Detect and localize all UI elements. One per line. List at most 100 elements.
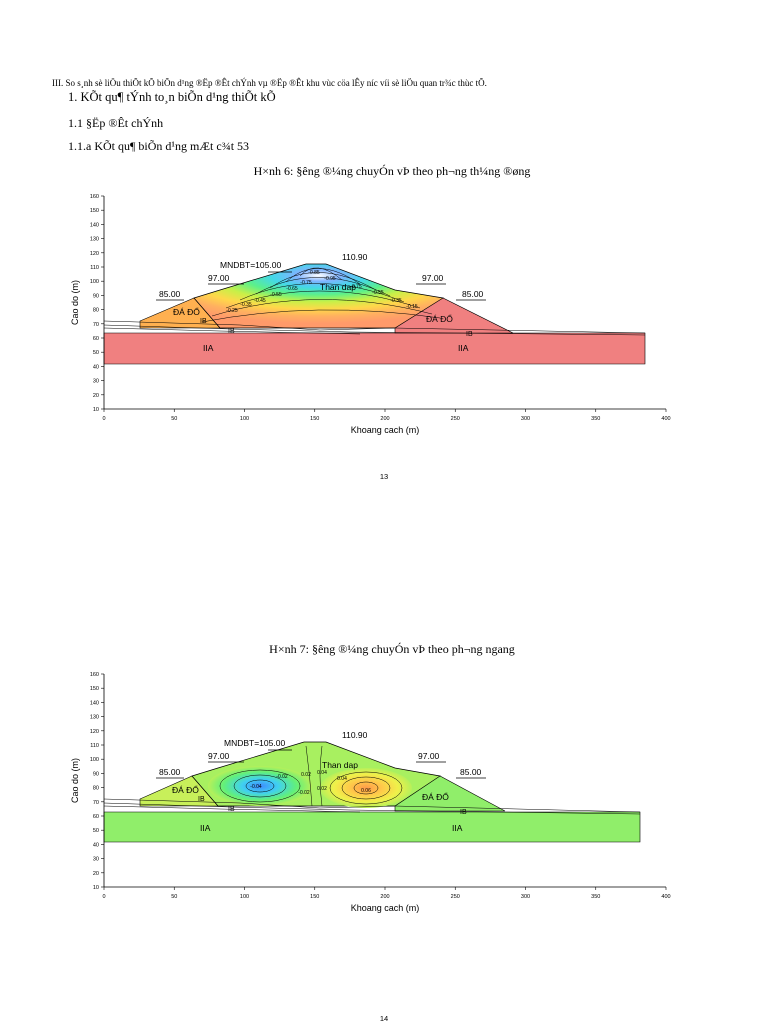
foundation-layer (103, 332, 646, 365)
figure-7-plot: 110.90 MNDBT=105.00 97.00 97.00 85.00 85… (70, 672, 671, 913)
label-ib-2: IB (228, 328, 235, 335)
contour-label: -0.65 (286, 286, 298, 292)
label-ib-1: IB (198, 796, 205, 803)
y-tick-label: 150 (90, 686, 99, 692)
x-tick-label: 50 (171, 894, 177, 900)
y-axis-label: Cao do (m) (70, 280, 80, 325)
contour-lines (219, 745, 403, 807)
page-number-13: 13 (379, 472, 389, 481)
contour-label: -0.75 (350, 284, 362, 290)
y-tick-label: 130 (90, 715, 99, 721)
contour-label: 0.02 (301, 772, 311, 778)
y-tick-label: 110 (90, 265, 99, 271)
contour-label: -0.55 (372, 290, 384, 296)
y-tick-label: 120 (90, 729, 99, 735)
heading-1-1-a: 1.1.a KÕt qu¶ biÕn d¹ng mÆt c¾t 53 (68, 139, 250, 153)
label-toe-left: 85.00 (159, 289, 181, 299)
x-tick-label: 300 (521, 894, 530, 900)
x-tick-label: 0 (102, 416, 105, 422)
foundation-layer (103, 811, 641, 843)
x-tick-label: 0 (102, 894, 105, 900)
contour-label: -0.02 (276, 774, 288, 780)
y-tick-label: 20 (93, 871, 99, 877)
y-tick-label: 100 (90, 279, 99, 285)
contour-label: -0.04 (250, 784, 262, 790)
x-tick-label: 250 (451, 416, 460, 422)
label-iia-left: IIA (200, 823, 211, 833)
heading-1-1: 1.1 §Ëp ®Êt chÝnh (68, 116, 164, 130)
label-core: Than dap (322, 760, 358, 770)
y-tick-label: 10 (93, 885, 99, 891)
label-berm-right: 97.00 (422, 273, 444, 283)
label-iia-left: IIA (203, 343, 214, 353)
x-axis-label: Khoang cach (m) (351, 903, 420, 913)
figure-6-caption: H×nh 6: §­êng ®¼ng chuyÓn vÞ theo ph­¬ng… (253, 164, 531, 178)
y-tick-label: 50 (93, 828, 99, 834)
x-tick-label: 300 (521, 416, 530, 422)
y-tick-label: 90 (93, 771, 99, 777)
axes: 0 50 100 150 200 250 300 350 400 10 20 30 40 50 60 70 80… (70, 672, 671, 913)
axes: 0 50 100 150 200 250 300 350 400 10 20 30 40 50 60 70 80… (70, 194, 671, 435)
y-tick-label: 120 (90, 251, 99, 257)
contour-label: 0.04 (317, 770, 327, 776)
page-number-14: 14 (379, 1014, 389, 1023)
y-tick-label: 90 (93, 293, 99, 299)
y-tick-label: 50 (93, 350, 99, 356)
label-rock-right: ĐÁ ĐỔ (426, 313, 453, 324)
label-crest: 110.90 (342, 730, 368, 740)
figure-7-caption: H×nh 7: §­êng ®¼ng chuyÓn vÞ theo ph­¬ng… (269, 642, 515, 656)
y-tick-label: 10 (93, 407, 99, 413)
y-tick-label: 70 (93, 800, 99, 806)
contour-label: -0.55 (270, 292, 282, 298)
label-rock-right: ĐÁ ĐỔ (422, 791, 449, 802)
contour-label: 0.06 (361, 788, 371, 794)
label-ib-2: IB (228, 806, 235, 813)
y-tick-label: 60 (93, 336, 99, 342)
y-tick-label: 60 (93, 814, 99, 820)
contour-label: -0.95 (324, 276, 336, 282)
contour-label: -0.02 (298, 790, 310, 796)
label-toe-right: 85.00 (460, 767, 482, 777)
contour-label: -0.25 (226, 308, 238, 314)
y-tick-label: 20 (93, 393, 99, 399)
label-iia-right: IIA (452, 823, 463, 833)
y-tick-label: 160 (90, 672, 99, 678)
y-tick-label: 130 (90, 237, 99, 243)
label-mndbt: MNDBT=105.00 (220, 260, 281, 270)
label-rock-left: ĐÁ ĐỔ (172, 784, 199, 795)
y-tick-label: 70 (93, 322, 99, 328)
x-tick-label: 350 (591, 894, 600, 900)
x-tick-label: 150 (310, 894, 319, 900)
label-core: Than dap (320, 282, 356, 292)
label-toe-left: 85.00 (159, 767, 181, 777)
contour-lines (201, 267, 441, 323)
x-axis-label: Khoang cach (m) (351, 425, 420, 435)
label-ib-3: IB (460, 809, 467, 816)
y-tick-label: 40 (93, 364, 99, 370)
contour-label: -0.15 (406, 304, 418, 310)
x-tick-label: 250 (451, 894, 460, 900)
y-tick-label: 100 (90, 757, 99, 763)
y-axis-label: Cao do (m) (70, 758, 80, 803)
label-iia-right: IIA (458, 343, 469, 353)
label-mndbt: MNDBT=105.00 (224, 738, 285, 748)
contour-label: -0.75 (300, 280, 312, 286)
y-tick-label: 160 (90, 194, 99, 200)
y-tick-label: 30 (93, 379, 99, 385)
y-tick-label: 140 (90, 222, 99, 228)
x-tick-label: 100 (240, 416, 249, 422)
label-toe-right: 85.00 (462, 289, 484, 299)
label-berm-right: 97.00 (418, 751, 440, 761)
y-tick-label: 40 (93, 842, 99, 848)
x-tick-label: 50 (171, 416, 177, 422)
contour-label: 0.02 (317, 786, 327, 792)
section-header: III. So s¸nh sè liÖu thiÕt kÕ biÕn d¹ng … (52, 78, 487, 88)
contour-label: -0.85 (308, 270, 320, 276)
label-berm-left: 97.00 (208, 751, 230, 761)
label-ib-3: IB (466, 331, 473, 338)
figure-6-plot: 110.90 MNDBT=105.00 97.00 97.00 85.00 85… (70, 194, 671, 435)
y-tick-label: 80 (93, 786, 99, 792)
label-berm-left: 97.00 (208, 273, 230, 283)
y-tick-label: 140 (90, 700, 99, 706)
x-tick-label: 200 (380, 894, 389, 900)
